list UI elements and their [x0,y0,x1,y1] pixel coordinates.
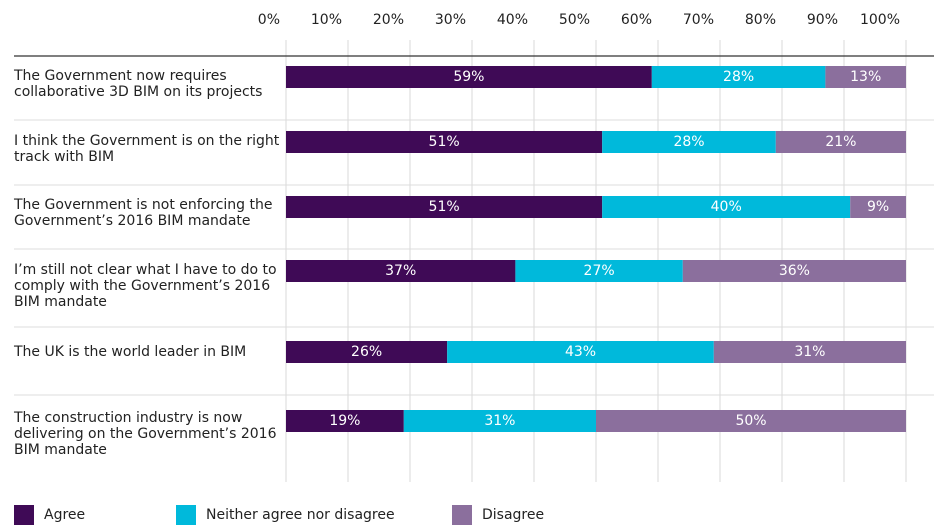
legend-label: Neither agree nor disagree [206,507,395,523]
value-label: 36% [779,263,810,279]
value-label: 28% [673,134,704,150]
legend-swatch [452,505,472,525]
legend-swatch [176,505,196,525]
bar-segment [447,341,714,363]
value-label: 37% [385,263,416,279]
value-label: 19% [329,413,360,429]
value-label: 31% [484,413,515,429]
value-label: 28% [723,69,754,85]
value-label: 27% [584,263,615,279]
x-tick-label: 90% [807,12,838,28]
value-label: 51% [429,199,460,215]
category-label: The UK is the world leader in BIM [14,344,247,360]
category-label: The construction industry is now deliver… [14,410,277,458]
value-label: 40% [711,199,742,215]
bar-segment [286,341,448,363]
bar-segment [651,66,826,88]
legend-swatch [14,505,34,525]
bar-segment [825,66,906,88]
bar-segment [286,260,516,282]
value-label: 50% [735,413,766,429]
category-label: The Government now requires collaborativ… [14,68,263,100]
x-tick-label: 40% [497,12,528,28]
category-label: I’m still not clear what I have to do to… [14,262,277,310]
category-label: The Government is not enforcing the Gove… [14,197,273,229]
legend-label: Disagree [482,507,545,523]
bar-segment [286,66,652,88]
value-label: 13% [850,69,881,85]
bar-segment [602,131,776,153]
bar-segment [775,131,906,153]
x-tick-label: 80% [745,12,776,28]
value-label: 31% [794,344,825,360]
value-label: 21% [825,134,856,150]
value-label: 51% [429,134,460,150]
x-tick-label: 60% [621,12,652,28]
bar-segment [713,341,906,363]
value-label: 26% [351,344,382,360]
category-label: I think the Government is on the right t… [14,133,280,165]
value-label: 43% [565,344,596,360]
x-tick-label: 0% [258,12,280,28]
bar-segment [682,260,906,282]
bar-segment [403,410,596,432]
bar-segment [596,410,906,432]
bar-segment [286,410,404,432]
bar-segment [602,196,851,218]
bar-segment [515,260,683,282]
x-tick-label: 10% [311,12,342,28]
bar-segment [286,131,603,153]
x-tick-label: 70% [683,12,714,28]
bar-segment [286,196,603,218]
value-label: 59% [453,69,484,85]
legend-label: Agree [44,507,86,523]
bar-segment [850,196,906,218]
x-tick-label: 20% [373,12,404,28]
x-tick-label: 30% [435,12,466,28]
x-tick-label: 100% [860,12,900,28]
x-tick-label: 50% [559,12,590,28]
value-label: 9% [867,199,889,215]
